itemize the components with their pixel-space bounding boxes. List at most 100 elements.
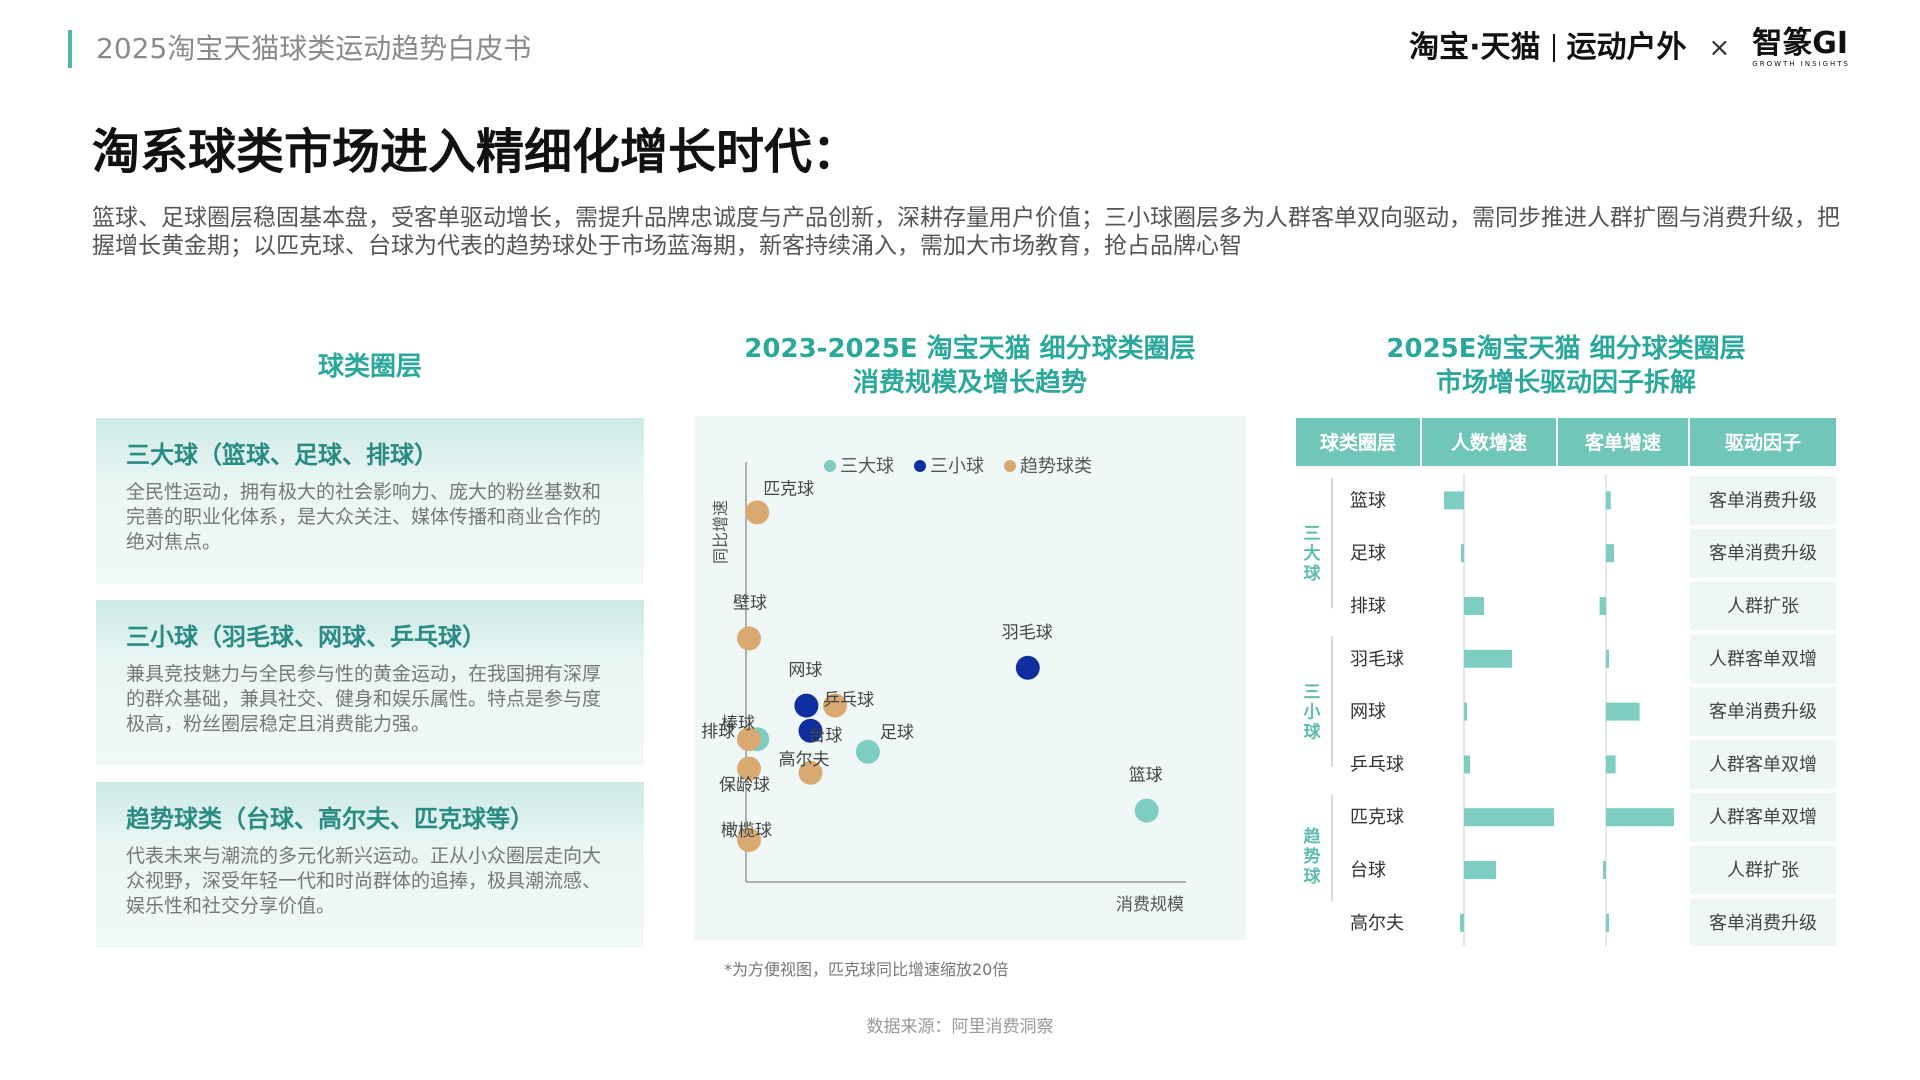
row-name: 羽毛球: [1350, 649, 1404, 670]
people-growth-bar: [1444, 491, 1464, 510]
legend-marker: [1004, 460, 1016, 472]
point-label: 台球: [809, 726, 843, 746]
point-label: 网球: [788, 661, 822, 681]
brand-gi-subtext: GROWTH INSIGHTS: [1752, 60, 1850, 68]
group-label-char: 球: [1304, 867, 1322, 887]
table-header-cell: [1690, 418, 1836, 466]
group-label-char: 球: [1304, 723, 1322, 743]
people-growth-bar: [1460, 913, 1464, 932]
brand-cross: ×: [1708, 33, 1731, 63]
group-label-char: 大: [1304, 543, 1321, 564]
table-header-label: 人数增速: [1451, 431, 1527, 454]
brand-gi-logo: 智篆GI GROWTH INSIGHTS: [1752, 26, 1850, 69]
legend-label: 三大球: [840, 456, 894, 477]
factor-cell: [1690, 845, 1836, 895]
row-name: 台球: [1350, 860, 1386, 881]
factor-cell: [1690, 898, 1836, 946]
factor-cell: [1690, 792, 1836, 842]
factor-label: 人群扩张: [1727, 596, 1799, 617]
spend-growth-bar: [1606, 649, 1609, 668]
table-header-label: 客单增速: [1585, 431, 1661, 454]
scatter-point: [798, 760, 823, 785]
brand-logos: 淘宝·天猫 运动户外 × 智篆GI GROWTH INSIGHTS: [1409, 26, 1850, 69]
scatter-point: [798, 718, 823, 743]
table-header-cell: [1558, 418, 1688, 466]
scatter-point: [1134, 798, 1159, 823]
legend-marker: [914, 460, 926, 472]
spend-growth-bar: [1603, 861, 1606, 879]
point-label: 篮球: [1129, 766, 1163, 786]
point-label: 羽毛球: [1002, 623, 1053, 643]
card-big-three: 三大球（篮球、足球、排球） 全民性运动，拥有极大的社会影响力、庞大的粉丝基数和完…: [96, 418, 644, 584]
point-label: 保龄球: [719, 776, 770, 796]
legend-marker: [824, 460, 836, 472]
factor-label: 人群扩张: [1727, 860, 1799, 881]
spend-growth-bar: [1606, 808, 1674, 827]
factor-cell: [1690, 528, 1836, 578]
page-description: 篮球、足球圈层稳固基本盘，受客单驱动增长，需提升品牌忠诚度与产品创新，深耕存量用…: [92, 205, 1840, 259]
middle-section-title: 2023-2025E 淘宝天猫 细分球类圈层 消费规模及增长趋势: [694, 332, 1246, 400]
factor-cell: [1690, 634, 1836, 684]
right-title-line2: 市场增长驱动因子拆解: [1435, 368, 1696, 398]
point-label: 足球: [880, 723, 914, 743]
table-header-label: 驱动因子: [1725, 432, 1801, 454]
factor-label: 人群客单双增: [1709, 649, 1817, 670]
right-title-line1: 2025E淘宝天猫 细分球类圈层: [1386, 334, 1746, 364]
left-section-title: 球类圈层: [317, 352, 422, 382]
point-label: 匹克球: [763, 479, 814, 499]
card-title: 三大球（篮球、足球、排球）: [126, 441, 438, 469]
scatter-point: [1015, 655, 1040, 680]
factor-label: 客单消费升级: [1709, 490, 1817, 511]
legend-label: 趋势球类: [1020, 456, 1092, 477]
people-growth-bar: [1464, 649, 1512, 668]
card-text: 全民性运动，拥有极大的社会影响力、庞大的粉丝基数和完善的职业化体系，是大众关注、…: [126, 481, 602, 553]
spend-growth-bar: [1606, 913, 1609, 932]
scatter-point: [737, 727, 761, 752]
card-text: 兼具竞技魅力与全民参与性的黄金运动，在我国拥有深厚的群众基础，兼具社交、健身和娱…: [126, 663, 602, 735]
group-label-char: 三: [1304, 683, 1321, 703]
report-title: 2025淘宝天猫球类运动趋势白皮书: [96, 32, 532, 65]
table-header-cell: [1422, 418, 1556, 466]
people-growth-bar: [1464, 755, 1470, 774]
brand-gi-text: 智篆GI: [1752, 26, 1849, 61]
factor-label: 人群客单双增: [1709, 754, 1817, 775]
point-label: 乒乓球: [823, 691, 874, 711]
card-text: 代表未来与潮流的多元化新兴运动。正从小众圈层走向大众视野，深受年轻一代和时尚群体…: [126, 845, 602, 917]
row-name: 匹克球: [1350, 807, 1404, 828]
row-name: 高尔夫: [1350, 913, 1404, 934]
card-title: 三小球（羽毛球、网球、乒乓球）: [126, 623, 486, 651]
scatter-point: [794, 693, 819, 718]
card-trend-balls: 趋势球类（台球、高尔夫、匹克球等） 代表未来与潮流的多元化新兴运动。正从小众圈层…: [96, 782, 644, 948]
group-label-char: 球: [1304, 564, 1322, 584]
people-growth-bar: [1464, 597, 1484, 615]
factor-cell: [1690, 581, 1836, 631]
right-section-title: 2025E淘宝天猫 细分球类圈层 市场增长驱动因子拆解: [1296, 332, 1836, 400]
people-growth-bar: [1464, 808, 1554, 827]
spend-growth-bar: [1606, 702, 1640, 721]
point-label: 棒球: [721, 714, 755, 734]
point-label: 排球: [701, 722, 735, 742]
group-label-char: 势: [1304, 846, 1321, 867]
brand-sport-logo: 运动户外: [1566, 30, 1687, 65]
point-label: 橄榄球: [721, 821, 772, 841]
spend-growth-bar: [1606, 491, 1611, 510]
row-name: 足球: [1350, 543, 1386, 564]
scatter-point: [745, 500, 770, 525]
x-axis-label: 消费规模: [1116, 895, 1184, 915]
factor-cell: [1690, 476, 1836, 525]
people-growth-bar: [1464, 861, 1496, 879]
table-header-cell: [1296, 418, 1420, 466]
middle-title-line1: 2023-2025E 淘宝天猫 细分球类圈层: [744, 334, 1196, 364]
scatter-point: [737, 626, 761, 651]
brand-taobao-logo: 淘宝·天猫: [1409, 30, 1541, 65]
people-growth-bar: [1464, 702, 1467, 721]
factor-label: 客单消费升级: [1709, 543, 1817, 564]
people-growth-bar: [1461, 544, 1464, 563]
group-label-char: 三: [1304, 524, 1321, 544]
factor-label: 客单消费升级: [1709, 913, 1817, 934]
card-title: 趋势球类（台球、高尔夫、匹克球等）: [126, 805, 534, 833]
scatter-point: [855, 739, 880, 764]
page-title: 淘系球类市场进入精细化增长时代：: [92, 124, 861, 180]
